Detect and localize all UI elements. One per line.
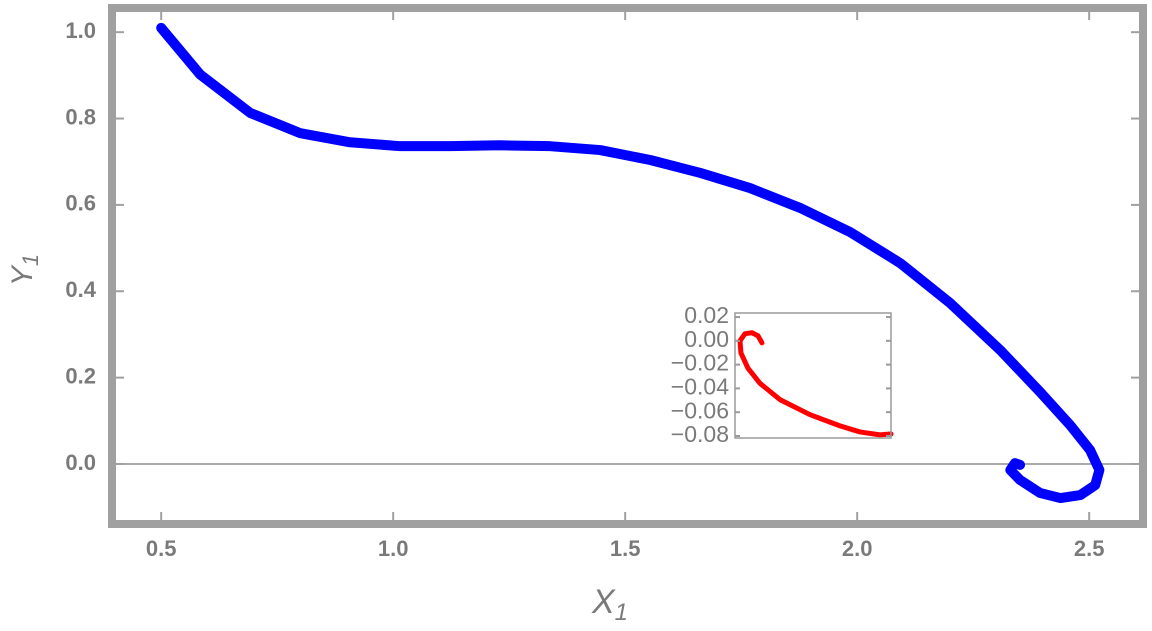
x-axis-label-sub: 1 — [615, 599, 628, 626]
y-tick-label: −0.04 — [671, 373, 729, 399]
plot-frame — [734, 312, 892, 439]
x-axis-label: X1 — [591, 583, 628, 626]
y-tick-label: 0.2 — [65, 363, 96, 388]
y-axis-label-text: Y — [6, 264, 39, 286]
y-axis-label-sub: 1 — [18, 254, 43, 266]
plot-background — [735, 313, 891, 438]
x-tick-label: 0.5 — [146, 536, 177, 561]
x-tick-label: 1.5 — [610, 536, 641, 561]
y-tick-label: 0.6 — [65, 191, 96, 216]
y-tick-label: −0.02 — [671, 350, 729, 376]
x-tick-label: 2.5 — [1074, 536, 1105, 561]
y-tick-label: −0.08 — [671, 421, 729, 447]
main-plot: 0.0 0.2 0.4 0.6 0.8 1.0 0.5 1.0 1.5 2.0 2.5 — [65, 4, 1147, 561]
x-axis-label-text: X — [591, 583, 616, 621]
data-line — [737, 330, 894, 438]
y-tick-label: 0.8 — [65, 104, 96, 129]
y-tick-label: 0.4 — [65, 277, 96, 302]
y-tick-label: 1.0 — [65, 18, 96, 43]
plot-frame — [108, 4, 1147, 528]
x-tick-label: 1.0 — [378, 536, 409, 561]
y-tick-label: 0.0 — [65, 450, 96, 475]
inset-plot: 0.020.00−0.02−0.04−0.06−0.08 — [671, 302, 894, 447]
x-tick-label: 2.0 — [842, 536, 873, 561]
y-tick-label: 0.02 — [684, 302, 729, 328]
y-axis-label: Y1 — [6, 254, 43, 286]
y-tick-label: −0.06 — [671, 397, 729, 423]
data-line — [156, 22, 1105, 504]
y-tick-label: 0.00 — [684, 326, 729, 352]
plot-background — [112, 8, 1143, 524]
